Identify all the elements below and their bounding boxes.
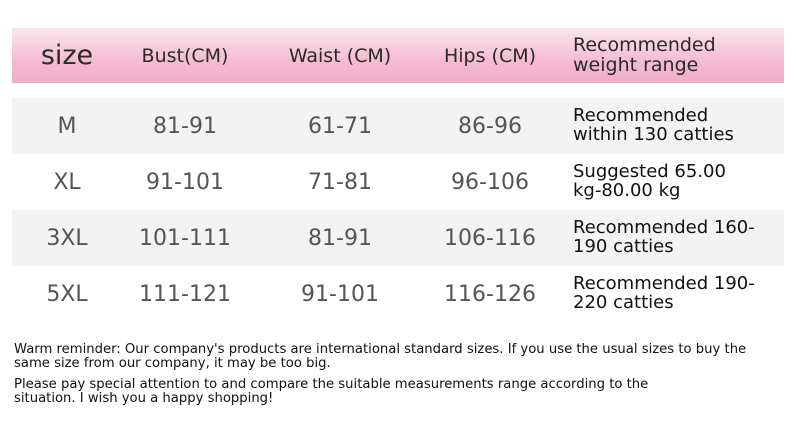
table-cell: 81-91 — [153, 113, 217, 139]
table-cell: 111-121 — [139, 281, 231, 307]
header-cell: Bust(CM) — [141, 44, 229, 67]
table-row: M 81-91 61-71 86-96 Recommended within 130 c… — [12, 98, 784, 154]
header-cell: Waist (CM) — [288, 44, 392, 67]
table-cell: 96-106 — [451, 169, 529, 195]
table-cell: 86-96 — [458, 113, 522, 139]
table-cell: 5XL — [46, 281, 88, 307]
header-cell: Hips (CM) — [443, 44, 537, 67]
table-cell: 116-126 — [444, 281, 536, 307]
table-cell: 3XL — [46, 225, 88, 251]
table-header: size Bust(CM) Waist (CM) Hips (CM) Recommend… — [12, 28, 784, 83]
table-cell: 91-101 — [146, 169, 224, 195]
table-cell: XL — [53, 169, 81, 195]
note: Please pay special attention to and comp… — [14, 377, 649, 406]
table-cell: 101-111 — [139, 225, 231, 251]
table-row: 3XL 101-111 81-91 106-116 Recommended 160-19… — [12, 210, 784, 266]
table-cell: M — [57, 113, 77, 139]
table-cell: Recommended 160-190 catties — [573, 217, 755, 257]
header-cell: Recommended weight range — [573, 33, 716, 76]
note: Warm reminder: Our company's products ar… — [14, 342, 747, 371]
table-cell: 91-101 — [301, 281, 379, 307]
table-row: XL 91-101 71-81 96-106 Suggested 65.00 kg-80… — [12, 154, 784, 210]
table-cell: 61-71 — [308, 113, 372, 139]
header-cell: size — [40, 40, 94, 71]
table-cell: Recommended within 130 catties — [573, 105, 734, 145]
table-cell: 71-81 — [308, 169, 372, 195]
table-row: 5XL 111-121 91-101 116-126 Recommended 190-2… — [12, 266, 784, 322]
table-cell: Suggested 65.00 kg-80.00 kg — [573, 161, 726, 201]
table-cell: 81-91 — [308, 225, 372, 251]
table-cell: 106-116 — [444, 225, 536, 251]
table-cell: Recommended 190-220 catties — [573, 273, 755, 313]
